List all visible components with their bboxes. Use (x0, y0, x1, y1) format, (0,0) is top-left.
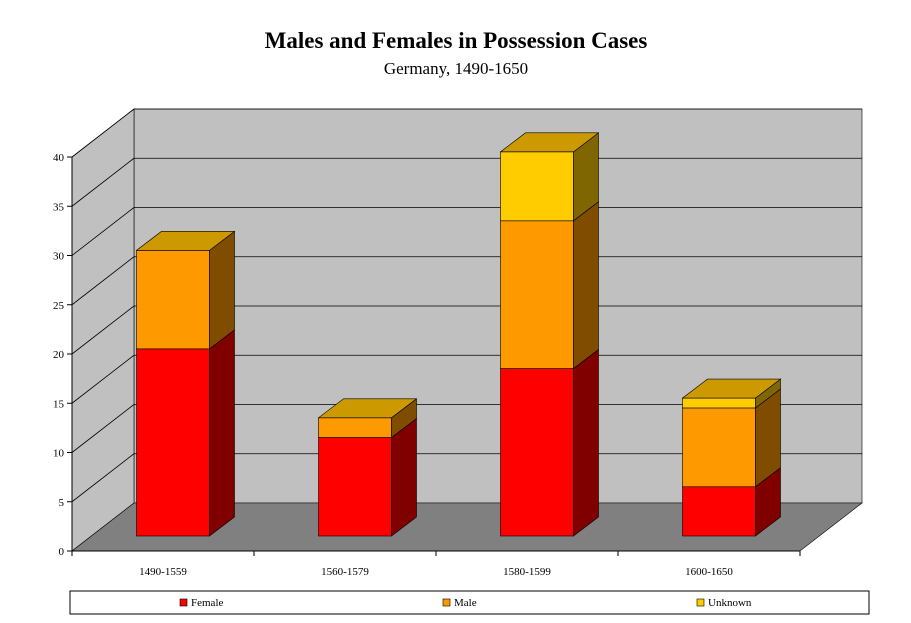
bar-segment-female (136, 348, 210, 537)
x-tick-label: 1600-1650 (685, 566, 733, 578)
plot-area (71, 108, 863, 552)
bars (135, 132, 782, 537)
bar-stack (135, 230, 236, 537)
legend-label-female: Female (191, 597, 223, 609)
bar-top (317, 398, 418, 419)
y-tick-label: 25 (53, 300, 65, 312)
y-tick-label: 20 (53, 349, 65, 361)
gridline-side (71, 354, 135, 404)
legend-label-male: Male (454, 597, 477, 609)
bar-top (135, 231, 236, 251)
gridline-side (71, 453, 135, 503)
y-tick-label: 15 (53, 398, 65, 410)
bar-segment-unknown (500, 151, 574, 222)
bar-side-female (391, 417, 417, 537)
chart-title: Males and Females in Possession Cases (265, 28, 648, 53)
bar-segment-female (500, 368, 574, 537)
legend-swatch-male (442, 598, 451, 607)
bar-segment-female (682, 486, 756, 537)
y-tick-label: 5 (59, 497, 65, 509)
bar-side-male (209, 230, 235, 350)
legend-swatch-unknown (696, 598, 705, 607)
gridline-side (71, 404, 135, 453)
axes: 0 5 10 15 20 25 30 35 40 1490-1559 1560-1579 1580-1… (53, 152, 801, 578)
y-tick-label: 10 (53, 448, 65, 460)
bar-segment-female (318, 437, 392, 537)
bar-segment-unknown (682, 397, 756, 409)
bar-stack (317, 398, 418, 537)
x-tick-label: 1580-1599 (503, 566, 551, 578)
bar-segment-male (500, 220, 574, 369)
bar-segment-male (682, 407, 756, 488)
gridline-side (71, 305, 135, 355)
x-tick-label: 1490-1559 (139, 566, 187, 578)
bar-stack (499, 132, 600, 537)
x-tick-label: 1560-1579 (321, 566, 369, 578)
bar-stack (681, 378, 782, 537)
gridline-side (71, 207, 135, 256)
y-tick-label: 30 (53, 251, 65, 263)
bar-segment-male (136, 250, 210, 350)
legend-swatch-female (179, 598, 188, 607)
bar-top (681, 378, 782, 399)
bar-side-female (209, 329, 235, 537)
legend-label-unknown: Unknown (708, 597, 752, 609)
bar-side-female (573, 348, 599, 537)
y-tick-label: 35 (53, 201, 65, 213)
gridline-side (71, 108, 135, 158)
legend: Female Male Unknown (69, 590, 870, 615)
gridline-side (71, 256, 135, 306)
bar-side-male (573, 201, 599, 370)
bar-top (499, 132, 600, 153)
legend-box (69, 590, 870, 615)
bar-segment-male (318, 417, 392, 438)
gridline-side (71, 157, 135, 207)
chart-subtitle: Germany, 1490-1650 (384, 59, 528, 78)
y-tick-label: 0 (59, 546, 65, 558)
y-tick-label: 40 (53, 152, 65, 164)
